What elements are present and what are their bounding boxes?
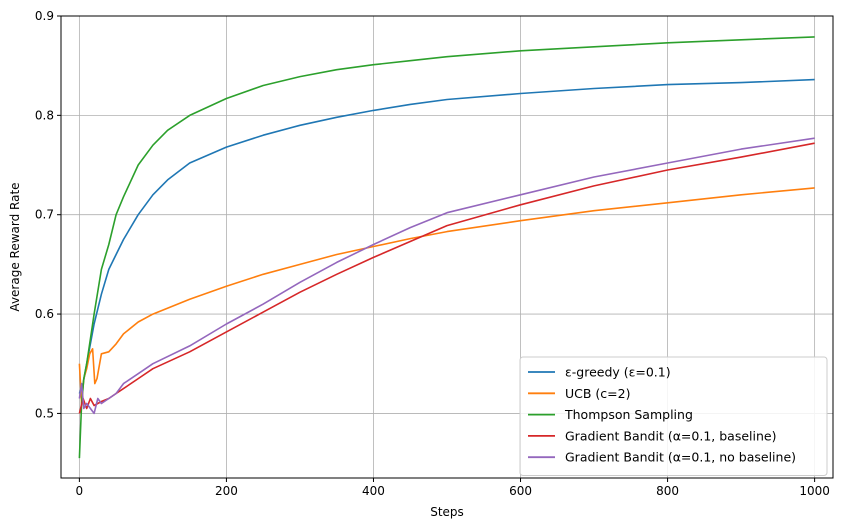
series-line-3 bbox=[78, 142, 815, 414]
y-axis-label: Average Reward Rate bbox=[8, 182, 22, 311]
series-lines bbox=[78, 36, 815, 459]
y-tick-label: 0.8 bbox=[35, 108, 54, 122]
x-tick-label: 200 bbox=[215, 484, 238, 498]
y-axis-ticks: 0.5 0.6 0.7 0.8 0.9 bbox=[35, 9, 61, 420]
x-tick-label: 800 bbox=[656, 484, 679, 498]
x-tick-label: 0 bbox=[76, 484, 84, 498]
y-tick-label: 0.9 bbox=[35, 9, 54, 23]
y-tick-label: 0.6 bbox=[35, 307, 54, 321]
series-line-0 bbox=[78, 78, 815, 394]
legend-items: ε-greedy (ε=0.1) UCB (c=2) Thompson Sampli… bbox=[528, 365, 796, 465]
x-axis-ticks: 0 200 400 600 800 1000 bbox=[76, 478, 830, 498]
series-line-1 bbox=[78, 187, 815, 405]
legend-label: UCB (c=2) bbox=[565, 386, 630, 401]
x-tick-label: 400 bbox=[362, 484, 385, 498]
y-tick-label: 0.7 bbox=[35, 208, 54, 222]
series-line-4 bbox=[78, 137, 815, 415]
legend-label: Gradient Bandit (α=0.1, no baseline) bbox=[565, 450, 796, 465]
legend-label: Thompson Sampling bbox=[564, 407, 693, 422]
series-line-2 bbox=[78, 36, 815, 459]
legend-box bbox=[519, 356, 828, 476]
legend-label: ε-greedy (ε=0.1) bbox=[565, 365, 671, 380]
x-tick-label: 1000 bbox=[799, 484, 830, 498]
y-tick-label: 0.5 bbox=[35, 406, 54, 420]
x-axis-label: Steps bbox=[430, 505, 464, 519]
legend: ε-greedy (ε=0.1) UCB (c=2) Thompson Sampli… bbox=[519, 356, 828, 476]
x-tick-label: 600 bbox=[509, 484, 532, 498]
legend-label: Gradient Bandit (α=0.1, baseline) bbox=[565, 428, 776, 443]
plot-frame bbox=[60, 15, 834, 479]
